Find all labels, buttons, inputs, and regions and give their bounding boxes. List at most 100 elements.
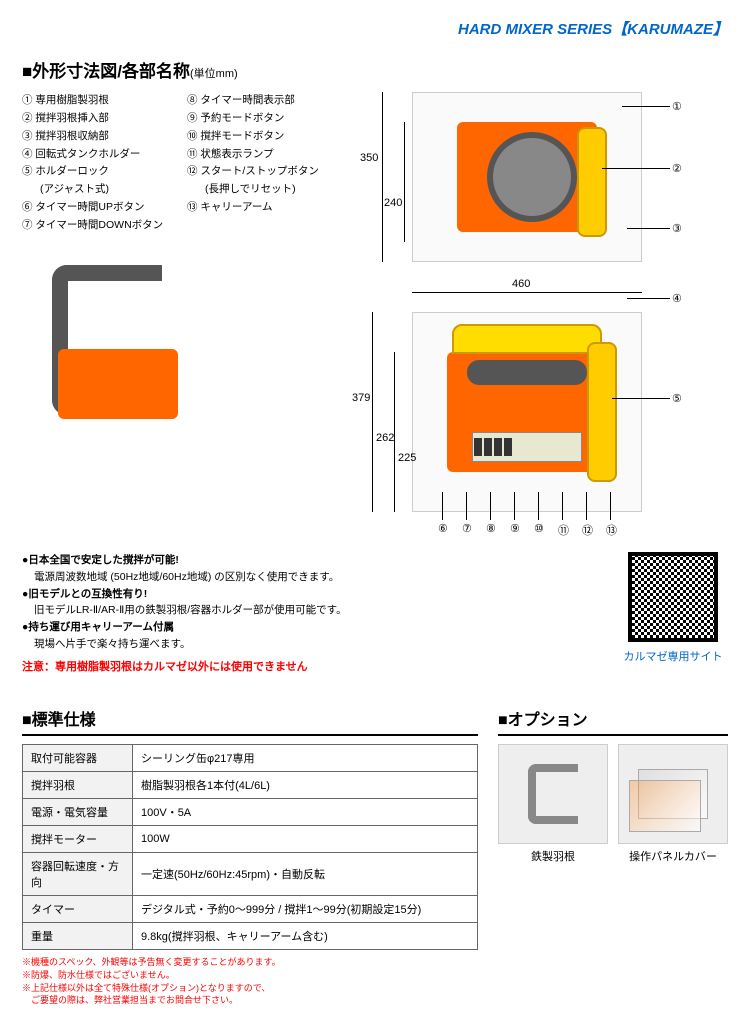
spec-key: 撹拌羽根 <box>23 772 133 799</box>
dim-460: 460 <box>512 278 530 290</box>
callout-1: ① <box>672 100 682 113</box>
callout-line-bottom <box>442 492 443 520</box>
side-platter <box>467 360 587 385</box>
spec-key: 電源・電気容量 <box>23 799 133 826</box>
table-row: 撹拌羽根樹脂製羽根各1本付(4L/6L) <box>23 772 478 799</box>
dim-350: 350 <box>360 152 378 164</box>
legend-item: ③ 撹拌羽根収納部 <box>22 128 167 146</box>
spec-key: 容器回転速度・方向 <box>23 853 133 896</box>
callout-line-bottom <box>586 492 587 520</box>
callout-line-2 <box>602 168 670 169</box>
option-item-blade: 鉄製羽根 <box>498 744 608 864</box>
legend-item: ⑧ タイマー時間表示部 <box>187 92 332 110</box>
notes-text: ●日本全国で安定した撹拌が可能!電源周波数地域 (50Hz地域/60Hz地域) … <box>22 552 598 676</box>
legend-item: ④ 回転式タンクホルダー <box>22 146 167 164</box>
note-head: ●旧モデルとの互換性有り! <box>22 586 598 603</box>
dim-240: 240 <box>384 197 402 209</box>
options-grid: 鉄製羽根 操作パネルカバー <box>498 744 728 864</box>
dimline-v1 <box>382 92 383 262</box>
options-heading: ■オプション <box>498 706 728 736</box>
dim-379: 379 <box>352 392 370 404</box>
callout-5: ⑤ <box>672 392 682 405</box>
callout-line-1 <box>622 106 670 107</box>
spec-value: デジタル式・予約0〜999分 / 撹拌1〜99分(初期設定15分) <box>133 896 478 923</box>
callout-line-5 <box>612 398 670 399</box>
spec-value: 100V・5A <box>133 799 478 826</box>
qr-caption: カルマゼ専用サイト <box>618 648 728 664</box>
heading-text: 外形寸法図/各部名称 <box>32 62 190 81</box>
option-cap-blade: 鉄製羽根 <box>498 848 608 864</box>
lower-zone: ■ 標準仕様 取付可能容器シーリング缶φ217専用撹拌羽根樹脂製羽根各1本付(4L… <box>22 706 728 1006</box>
callout-line-bottom <box>562 492 563 520</box>
spec-value: 一定速(50Hz/60Hz:45rpm)・自動反転 <box>133 853 478 896</box>
notes-warning: 注意：専用樹脂製羽根はカルマゼ以外には使用できません <box>22 659 598 677</box>
spec-table: 取付可能容器シーリング缶φ217専用撹拌羽根樹脂製羽根各1本付(4L/6L)電源… <box>22 744 478 950</box>
callout-line-bottom <box>610 492 611 520</box>
option-img-cover <box>618 744 728 844</box>
arm-base <box>58 349 178 419</box>
qr-box: カルマゼ専用サイト <box>618 552 728 664</box>
page-header-title: HARD MIXER SERIES【KARUMAZE】 <box>22 18 728 39</box>
spec-value: 100W <box>133 826 478 853</box>
legend-sub: (長押しでリセット) <box>205 181 332 199</box>
callout-line-bottom <box>490 492 491 520</box>
figure-side-view <box>412 312 642 512</box>
table-row: タイマーデジタル式・予約0〜999分 / 撹拌1〜99分(初期設定15分) <box>23 896 478 923</box>
dimline-v3 <box>372 312 373 512</box>
notes-list: ●日本全国で安定した撹拌が可能!電源周波数地域 (50Hz地域/60Hz地域) … <box>22 552 598 653</box>
legend-item: ⑨ 予約モードボタン <box>187 110 332 128</box>
spec-value: シーリング缶φ217専用 <box>133 745 478 772</box>
callout-bottom: ⑧ <box>486 522 496 535</box>
callout-bottom: ⑥ <box>438 522 448 535</box>
legend-item: ⑩ 撹拌モードボタン <box>187 128 332 146</box>
table-row: 重量9.8kg(撹拌羽根、キャリーアーム含む) <box>23 923 478 950</box>
legend-item: ⑥ タイマー時間UPボタン <box>22 199 167 217</box>
opt-prefix: ■ <box>498 712 508 729</box>
upper-zone: ① 専用樹脂製羽根② 撹拌羽根挿入部③ 撹拌羽根収納部④ 回転式タンクホルダー⑤… <box>22 92 728 532</box>
callout-bottom: ⑫ <box>582 522 593 538</box>
side-handle <box>452 324 602 354</box>
legend-grid: ① 専用樹脂製羽根② 撹拌羽根挿入部③ 撹拌羽根収納部④ 回転式タンクホルダー⑤… <box>22 92 332 235</box>
spec-zone: ■標準仕様 取付可能容器シーリング缶φ217専用撹拌羽根樹脂製羽根各1本付(4L… <box>22 706 478 1006</box>
table-row: 撹拌モーター100W <box>23 826 478 853</box>
parts-legend: ① 専用樹脂製羽根② 撹拌羽根挿入部③ 撹拌羽根収納部④ 回転式タンクホルダー⑤… <box>22 92 332 532</box>
notes-zone: ●日本全国で安定した撹拌が可能!電源周波数地域 (50Hz地域/60Hz地域) … <box>22 552 728 676</box>
legend-col-1: ① 専用樹脂製羽根② 撹拌羽根挿入部③ 撹拌羽根収納部④ 回転式タンクホルダー⑤… <box>22 92 167 235</box>
product-photo-arm <box>22 265 192 465</box>
spec-footnotes: ※機種のスペック、外観等は予告無く変更することがあります。※防爆、防水仕様ではご… <box>22 956 478 1006</box>
spec-key: 取付可能容器 <box>23 745 133 772</box>
note-body: 旧モデルLR-Ⅱ/AR-Ⅱ用の鉄製羽根/容器ホルダー部が使用可能です。 <box>34 602 598 619</box>
arm-shape <box>52 265 162 415</box>
callout-line-bottom <box>538 492 539 520</box>
table-row: 電源・電気容量100V・5A <box>23 799 478 826</box>
note-head: ●持ち運び用キャリーアーム付属 <box>22 619 598 636</box>
callout-3: ③ <box>672 222 682 235</box>
spec-key: 撹拌モーター <box>23 826 133 853</box>
dim-225: 225 <box>398 452 416 464</box>
dimline-v4 <box>394 352 395 512</box>
dimensions-heading: ■外形寸法図/各部名称(単位mm) <box>22 57 728 82</box>
opt-title: オプション <box>508 712 588 729</box>
option-cap-cover: 操作パネルカバー <box>618 848 728 864</box>
side-wheel <box>587 342 617 482</box>
note-body: 現場へ片手で楽々持ち運べます。 <box>34 636 598 653</box>
side-panel <box>472 432 582 462</box>
spec-key: 重量 <box>23 923 133 950</box>
top-wheel <box>577 127 607 237</box>
legend-item: ⑫ スタート/ストップボタン(長押しでリセット) <box>187 163 332 199</box>
legend-item: ② 撹拌羽根挿入部 <box>22 110 167 128</box>
option-img-blade <box>498 744 608 844</box>
legend-col-2: ⑧ タイマー時間表示部⑨ 予約モードボタン⑩ 撹拌モードボタン⑪ 状態表示ランプ… <box>187 92 332 235</box>
callout-line-3 <box>627 228 670 229</box>
legend-item: ⑬ キャリーアーム <box>187 199 332 217</box>
spec-title: 標準仕様 <box>32 712 96 729</box>
footnote-line: ※上記仕様以外は全て特殊仕様(オプション)となりますので、 <box>22 982 478 995</box>
options-zone: ■オプション 鉄製羽根 操作パネルカバー <box>498 706 728 1006</box>
heading-unit: (単位mm) <box>190 68 238 80</box>
legend-item: ⑪ 状態表示ランプ <box>187 146 332 164</box>
callout-line-4 <box>627 298 670 299</box>
callout-bottom: ⑦ <box>462 522 472 535</box>
dimline-v2 <box>404 122 405 242</box>
qr-code-image <box>628 552 718 642</box>
callout-bottom: ⑩ <box>534 522 544 535</box>
